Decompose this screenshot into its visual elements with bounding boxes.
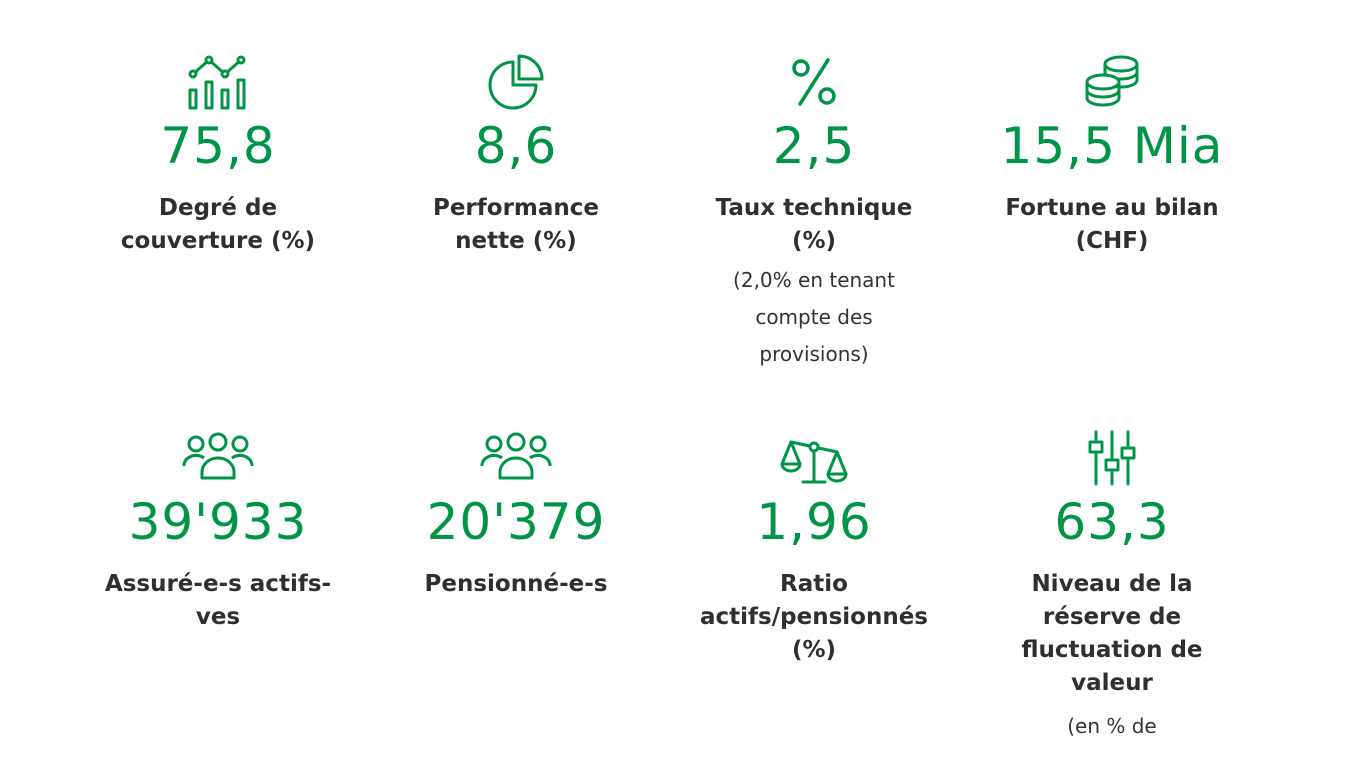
stat-label: Degré de couverture (%) (120, 195, 316, 254)
stat-tile-active-pensioner-ratio: 1,96 Ratio actifs/pensionnés (%) (684, 428, 944, 667)
pie-chart-icon (476, 52, 556, 112)
stat-value: 63,3 (1054, 493, 1170, 551)
stat-value: 15,5 Mia (1000, 117, 1224, 175)
percent-icon (774, 52, 854, 112)
stat-label: Taux technique (%) (715, 195, 913, 254)
stat-tile-pensioners: 20'379 Pensionné-e-s (386, 428, 646, 601)
stat-tile-active-insured: 39'933 Assuré-e-s actifs-ves (88, 428, 348, 634)
stat-label: Pensionné-e-s (424, 571, 608, 597)
sliders-icon (1072, 428, 1152, 488)
stat-tile-performance: 8,6 Performance nette (%) (386, 52, 646, 258)
stat-tile-technical-rate: 2,5 Taux technique (%) (2,0% en tenant c… (684, 52, 944, 373)
stat-label: Fortune au bilan (CHF) (1005, 195, 1219, 254)
chart-bars-line-icon (178, 52, 258, 112)
stat-value: 39'933 (128, 493, 308, 551)
stat-tile-balance-assets: 15,5 Mia Fortune au bilan (CHF) (982, 52, 1242, 258)
stat-label: Assuré-e-s actifs-ves (104, 571, 332, 630)
balance-scale-icon (774, 428, 854, 488)
stat-note: (2,0% en tenant compte des provisions) (733, 268, 895, 366)
group-people-icon (178, 428, 258, 488)
stat-tile-fluctuation-reserve: 63,3 Niveau de la réserve de fluctuation… (982, 428, 1242, 745)
stat-label: Niveau de la réserve de fluctuation de v… (1021, 571, 1203, 696)
stat-value: 8,6 (474, 117, 558, 175)
stat-note: (en % de (1067, 714, 1157, 738)
stat-value: 1,96 (756, 493, 872, 551)
stat-label: Performance nette (%) (432, 195, 600, 254)
stat-value: 75,8 (160, 117, 276, 175)
stat-tile-coverage: 75,8 Degré de couverture (%) (88, 52, 348, 258)
stat-value: 2,5 (772, 117, 856, 175)
stat-label: Ratio actifs/pensionnés (%) (700, 571, 928, 663)
stat-value: 20'379 (426, 493, 606, 551)
group-people-icon (476, 428, 556, 488)
coin-stack-icon (1072, 52, 1152, 112)
